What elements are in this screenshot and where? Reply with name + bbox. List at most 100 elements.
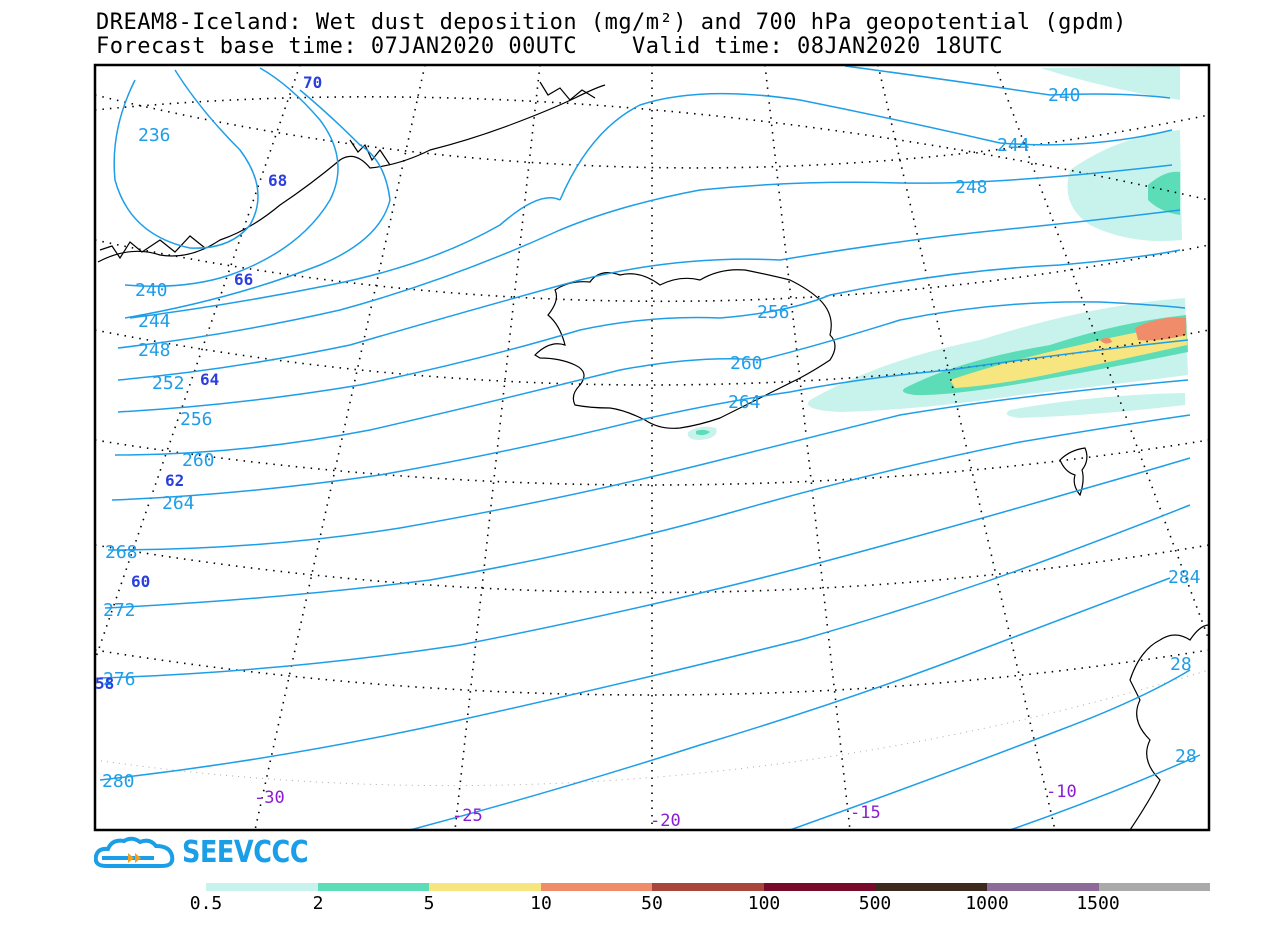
longitude-label: -15: [850, 803, 881, 823]
latitude-label: 68: [268, 171, 287, 190]
contour-252: [117, 209, 1181, 381]
longitude-5: [994, 65, 1209, 641]
contour-240-west: [124, 67, 339, 287]
contour-label: 248: [138, 340, 171, 361]
legend-label: 10: [530, 893, 552, 914]
dust-deposition-shading: [687, 66, 1188, 440]
latitude-label: 58: [95, 674, 114, 693]
legend-label: 100: [747, 893, 781, 914]
legend-label: 500: [858, 893, 892, 914]
dust-area-northeast: [1040, 66, 1180, 100]
legend-label: 50: [641, 893, 663, 914]
contour-label: 260: [182, 450, 215, 471]
contour-248: [117, 164, 1173, 349]
contour-268: [107, 379, 1189, 551]
contour-240-b: [124, 89, 391, 319]
latitude-label: 62: [165, 471, 184, 490]
scotland-coast: [1129, 624, 1209, 830]
longitude-label: -30: [254, 788, 285, 808]
contour-label: 284: [1168, 567, 1201, 588]
legend-swatch: [652, 883, 764, 891]
contour-276: [99, 457, 1191, 679]
contour-label: 28: [1170, 654, 1192, 675]
legend-swatch: [206, 883, 318, 891]
longitude-15: [764, 65, 851, 830]
contour-label: 240: [135, 280, 168, 301]
contour-260: [114, 301, 1186, 456]
latitude-70: [95, 94, 1209, 169]
contour-256: [117, 249, 1181, 413]
longitude-25: [454, 65, 541, 830]
dust-band-inner: [950, 325, 1187, 388]
legend-label: 0.5: [189, 893, 223, 914]
legend-swatch: [986, 883, 1099, 891]
color-legend-bar: [206, 883, 1211, 891]
contour-label: 28: [1175, 746, 1197, 767]
contour-label: 252: [152, 373, 185, 394]
contour-label: 256: [757, 302, 790, 323]
contour-label: 264: [162, 493, 195, 514]
contour-292: [1009, 754, 1201, 830]
legend-label: 1000: [965, 893, 1009, 914]
contour-label: 260: [730, 353, 763, 374]
contour-label: 272: [103, 600, 136, 621]
contour-label: 244: [138, 311, 171, 332]
legend-swatch: [763, 883, 876, 891]
latitude-label: 70: [303, 73, 322, 92]
latitude-62: [95, 439, 1209, 486]
contour-288: [789, 669, 1191, 830]
dust-area-east-upper-core: [1148, 171, 1180, 215]
legend-label: 5: [423, 893, 435, 914]
legend-labels: 0.5 2 5 10 50 100 500 1000 1500: [0, 893, 1276, 917]
latitude-68: [95, 96, 1209, 201]
contour-244: [129, 197, 561, 319]
longitude-labels: -30 -25 -20 -15 -10: [254, 782, 1077, 831]
contour-label: 268: [105, 542, 138, 563]
latitude-66: [95, 239, 1209, 303]
longitude-label: -10: [1046, 782, 1077, 802]
dust-band-core: [1135, 317, 1186, 341]
longitude-30: [254, 65, 426, 830]
legend-label: 2: [312, 893, 324, 914]
graticule: [95, 65, 1209, 830]
longitude-label: -20: [650, 811, 681, 831]
cloud-logo-icon: [94, 836, 175, 868]
contour-label: 280: [102, 771, 135, 792]
contour-236: [113, 69, 259, 249]
contour-label: 264: [728, 392, 761, 413]
longitude-label: -25: [452, 806, 483, 826]
legend-swatch: [540, 883, 653, 891]
contour-264: [111, 339, 1189, 501]
legend-swatch: [875, 883, 987, 891]
geopotential-contours: [99, 65, 1201, 830]
map-subtitle-times: Forecast base time: 07JAN2020 00UTC Vali…: [96, 34, 1004, 59]
contour-labels: 240 244 248 236 240 244 248 252 256 260 …: [102, 85, 1201, 792]
latitude-label: 66: [234, 270, 253, 289]
dust-band-lower: [1006, 393, 1185, 418]
map-title: DREAM8-Iceland: Wet dust deposition (mg/…: [96, 10, 1127, 35]
latitude-label: 64: [200, 370, 219, 389]
contour-284: [409, 577, 1171, 830]
brand-name: SEEVCCC: [182, 835, 309, 870]
legend-swatch: [1098, 883, 1211, 891]
contour-label: 248: [955, 177, 988, 198]
greenland-coast: [97, 84, 606, 263]
contour-label: 236: [138, 125, 171, 146]
legend-swatch: [429, 883, 541, 891]
coastlines: [97, 81, 1209, 830]
latitude-label: 60: [131, 572, 150, 591]
legend-swatch: [317, 883, 430, 891]
longitude-35: [95, 65, 301, 661]
dust-band-outer: [808, 298, 1188, 412]
contour-272: [104, 414, 1191, 609]
contour-label: 256: [180, 409, 213, 430]
contour-label: 240: [1048, 85, 1081, 106]
latitude-labels: 70 68 66 64 62 60 58: [95, 73, 322, 693]
contour-280: [99, 504, 1191, 781]
contour-240-east: [844, 65, 1171, 99]
legend-label: 1500: [1076, 893, 1120, 914]
contour-244-east: [559, 92, 1173, 201]
contour-label: 244: [997, 135, 1030, 156]
faroe-islands: [1059, 447, 1088, 497]
